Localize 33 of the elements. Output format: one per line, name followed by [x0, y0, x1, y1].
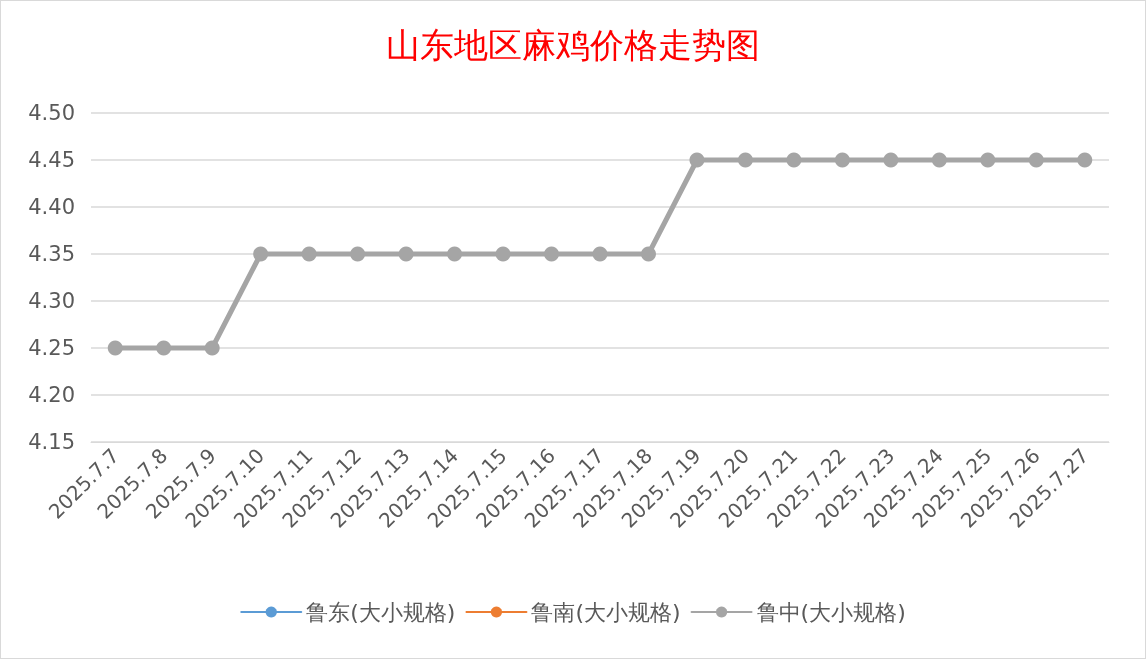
point [447, 246, 463, 262]
y-tick-label: 4.35 [28, 242, 75, 266]
point [398, 246, 414, 262]
point [156, 340, 172, 356]
y-tick-label: 4.40 [28, 195, 75, 219]
point [350, 246, 366, 262]
legend-label: 鲁中(大小规格) [756, 599, 906, 625]
point [544, 246, 560, 262]
point [883, 152, 899, 168]
legend-label: 鲁南(大小规格) [531, 599, 681, 625]
point [786, 152, 802, 168]
point [1028, 152, 1044, 168]
y-tick-label: 4.20 [28, 383, 75, 407]
y-tick-label: 4.45 [28, 148, 75, 172]
y-tick-label: 4.30 [28, 289, 75, 313]
point [931, 152, 947, 168]
chart-title: 山东地区麻鸡价格走势图 [386, 25, 760, 65]
point [204, 340, 220, 356]
legend-label: 鲁东(大小规格) [306, 599, 456, 625]
point [737, 152, 753, 168]
point [834, 152, 850, 168]
point [1077, 152, 1093, 168]
point [980, 152, 996, 168]
point [495, 246, 511, 262]
point [301, 246, 317, 262]
y-tick-label: 4.25 [28, 336, 75, 360]
point [640, 246, 656, 262]
point [253, 246, 269, 262]
point [107, 340, 123, 356]
point [592, 246, 608, 262]
y-tick-label: 4.15 [28, 430, 75, 454]
y-tick-label: 4.50 [28, 101, 75, 125]
point [689, 152, 705, 168]
